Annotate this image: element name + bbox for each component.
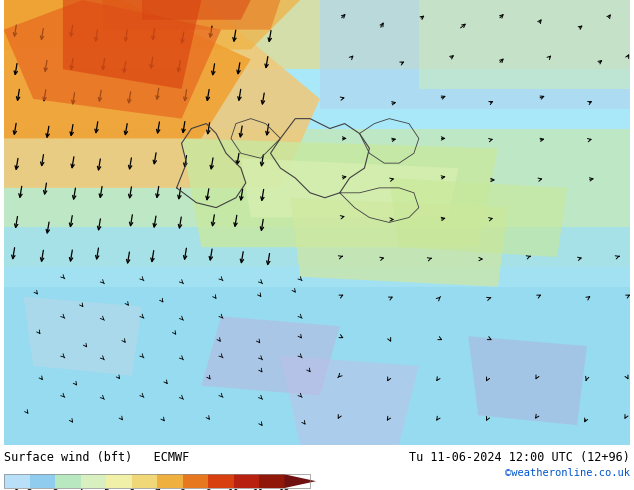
Polygon shape (4, 0, 300, 49)
Polygon shape (4, 0, 221, 119)
Bar (208, 474, 233, 488)
Polygon shape (142, 0, 251, 20)
Polygon shape (63, 0, 202, 89)
Polygon shape (285, 474, 316, 488)
Polygon shape (320, 0, 630, 109)
Polygon shape (290, 198, 508, 287)
Text: 1: 1 (14, 489, 20, 490)
Polygon shape (419, 0, 630, 89)
Bar (81, 474, 106, 488)
Polygon shape (469, 336, 587, 425)
Text: 11: 11 (253, 489, 265, 490)
Text: 12: 12 (278, 489, 290, 490)
Bar (233, 474, 259, 488)
Polygon shape (241, 158, 458, 218)
Polygon shape (4, 227, 630, 445)
Bar (259, 474, 285, 488)
Bar (183, 474, 208, 488)
Text: 4: 4 (77, 489, 84, 490)
Text: 5: 5 (103, 489, 109, 490)
Polygon shape (23, 296, 142, 376)
Polygon shape (4, 287, 630, 445)
Polygon shape (181, 138, 498, 247)
Bar (106, 474, 131, 488)
Text: 7: 7 (154, 489, 160, 490)
Text: 2: 2 (27, 489, 32, 490)
Text: 9: 9 (205, 489, 211, 490)
Text: ©weatheronline.co.uk: ©weatheronline.co.uk (505, 468, 630, 478)
Text: Surface wind (bft)   ECMWF: Surface wind (bft) ECMWF (4, 451, 190, 464)
Bar (157, 474, 183, 488)
Polygon shape (4, 0, 251, 138)
Bar (4, 474, 30, 488)
Text: 8: 8 (179, 489, 185, 490)
Bar (55, 474, 81, 488)
Text: 10: 10 (228, 489, 240, 490)
Bar (4, 474, 310, 488)
Text: Tu 11-06-2024 12:00 UTC (12+96): Tu 11-06-2024 12:00 UTC (12+96) (409, 451, 630, 464)
Polygon shape (4, 0, 320, 188)
Polygon shape (4, 128, 630, 267)
Polygon shape (389, 178, 567, 257)
Text: 3: 3 (52, 489, 58, 490)
Polygon shape (103, 0, 280, 30)
Polygon shape (4, 0, 630, 445)
Bar (131, 474, 157, 488)
Polygon shape (280, 356, 419, 445)
Polygon shape (202, 317, 340, 395)
Polygon shape (4, 0, 630, 69)
Bar (30, 474, 55, 488)
Text: 6: 6 (129, 489, 134, 490)
